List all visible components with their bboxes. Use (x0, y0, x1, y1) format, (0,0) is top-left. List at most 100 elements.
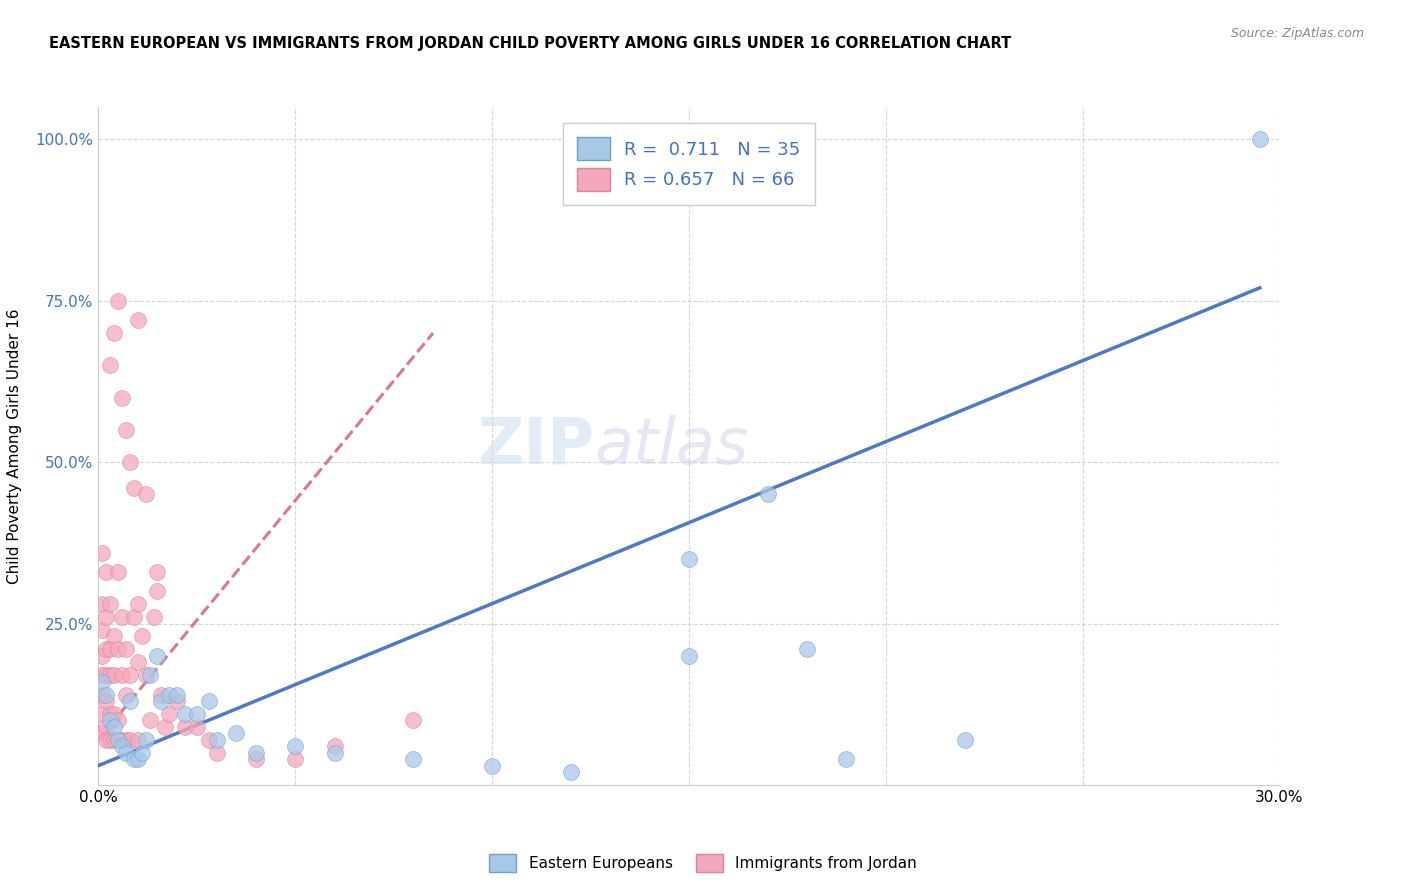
Point (146, 584, 169, 599)
Point (98, 597, 121, 611)
Point (155, 720, 177, 734)
Legend: R =  0.711   N = 35, R = 0.657   N = 66: R = 0.711 N = 35, R = 0.657 N = 66 (562, 123, 815, 205)
Point (91, 706, 114, 721)
Point (103, 720, 125, 734)
Point (835, 752, 858, 766)
Point (678, 648, 700, 663)
Point (103, 668, 125, 682)
Point (323, 739, 346, 754)
Point (205, 746, 228, 760)
Point (138, 668, 160, 682)
Point (98, 714, 121, 728)
Point (98, 732, 121, 747)
Point (107, 565, 129, 579)
Text: ZIP: ZIP (478, 415, 595, 477)
Point (127, 752, 149, 766)
Point (146, 565, 169, 579)
Legend: Eastern Europeans, Immigrants from Jordan: Eastern Europeans, Immigrants from Jorda… (481, 846, 925, 880)
Point (91, 597, 114, 611)
Point (91, 545, 114, 559)
Point (118, 732, 141, 747)
Point (284, 752, 307, 766)
Point (678, 552, 700, 566)
Point (157, 688, 180, 702)
Point (111, 668, 134, 682)
Point (174, 720, 197, 734)
Point (166, 688, 188, 702)
Text: Source: ZipAtlas.com: Source: ZipAtlas.com (1230, 27, 1364, 40)
Point (131, 746, 153, 760)
Point (118, 694, 141, 708)
Point (122, 481, 145, 495)
Point (225, 726, 247, 740)
Point (142, 610, 165, 624)
Point (91, 648, 114, 663)
Point (107, 732, 129, 747)
Point (197, 732, 219, 747)
Point (245, 752, 267, 766)
Point (96, 720, 118, 734)
Text: EASTERN EUROPEAN VS IMMIGRANTS FROM JORDAN CHILD POVERTY AMONG GIRLS UNDER 16 CO: EASTERN EUROPEAN VS IMMIGRANTS FROM JORD… (49, 36, 1011, 51)
Point (127, 655, 149, 669)
Point (96, 610, 118, 624)
Point (284, 739, 307, 754)
Point (91, 623, 114, 637)
Point (111, 610, 134, 624)
Point (245, 746, 267, 760)
Point (131, 630, 153, 644)
Point (115, 423, 138, 437)
Point (796, 642, 818, 657)
Point (157, 706, 180, 721)
Point (96, 694, 118, 708)
Point (118, 668, 141, 682)
Point (953, 732, 976, 747)
Point (560, 765, 582, 780)
Point (205, 732, 228, 747)
Point (91, 668, 114, 682)
Point (146, 648, 169, 663)
Point (111, 391, 134, 405)
Point (323, 746, 346, 760)
Point (98, 359, 121, 373)
Point (174, 706, 197, 721)
Point (96, 732, 118, 747)
Point (150, 688, 173, 702)
Y-axis label: Child Poverty Among Girls Under 16: Child Poverty Among Girls Under 16 (7, 309, 21, 583)
Point (96, 565, 118, 579)
Point (166, 694, 188, 708)
Point (1249, 132, 1271, 146)
Point (103, 706, 125, 721)
Point (127, 732, 149, 747)
Point (402, 752, 425, 766)
Point (91, 726, 114, 740)
Point (96, 668, 118, 682)
Point (98, 642, 121, 657)
Point (756, 487, 779, 501)
Point (135, 668, 157, 682)
Point (103, 732, 125, 747)
Point (115, 746, 138, 760)
Point (107, 714, 129, 728)
Point (122, 610, 145, 624)
Point (115, 642, 138, 657)
Point (98, 706, 121, 721)
Point (98, 668, 121, 682)
Point (111, 732, 134, 747)
Point (115, 732, 138, 747)
Point (197, 694, 219, 708)
Point (91, 688, 114, 702)
Point (96, 642, 118, 657)
Point (118, 455, 141, 469)
Point (186, 720, 208, 734)
Point (481, 758, 503, 772)
Point (96, 688, 118, 702)
Point (138, 714, 160, 728)
Point (103, 630, 125, 644)
Text: atlas: atlas (595, 415, 749, 477)
Point (122, 752, 145, 766)
Point (115, 688, 138, 702)
Point (127, 313, 149, 327)
Point (103, 326, 125, 340)
Point (402, 714, 425, 728)
Point (135, 487, 157, 501)
